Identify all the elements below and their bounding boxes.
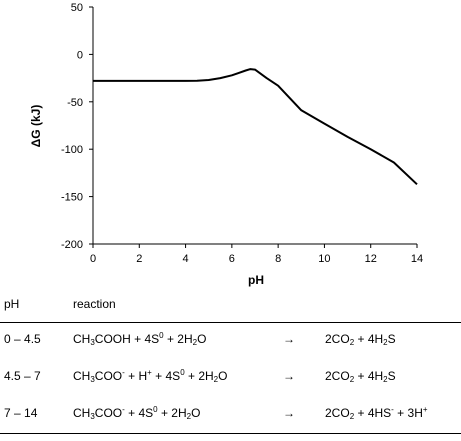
reaction-arrow: →	[283, 369, 295, 383]
table-bottom-rule	[0, 433, 461, 434]
y-tick-label: -150	[61, 192, 83, 204]
reaction-column-header: reaction	[73, 297, 116, 311]
x-tick-label: 0	[90, 253, 96, 265]
table-header-row: pH reaction	[0, 297, 461, 315]
products-cell: 2CO2 + 4HS- + 3H+	[325, 405, 428, 421]
y-axis-ticks: 50 0 -50 -100 -150 -200	[61, 2, 93, 251]
ph-range-cell: 4.5 – 7	[4, 369, 41, 383]
x-tick-label: 2	[136, 253, 142, 265]
ph-range-cell: 0 – 4.5	[4, 332, 41, 346]
series-line	[93, 68, 418, 186]
ph-range-cell: 7 – 14	[4, 406, 38, 420]
x-tick-label: 4	[183, 253, 189, 265]
chart-axes	[92, 7, 417, 245]
y-tick-label: -50	[67, 97, 83, 109]
x-tick-label: 14	[411, 253, 423, 265]
reactants-cell: CH3COOH + 4S0 + 2H2O	[73, 331, 207, 347]
reactants-cell: CH3COO- + 4S0 + 2H2O	[73, 405, 201, 421]
reactants-cell: CH3COO- + H+ + 4S0 + 2H2O	[73, 368, 228, 384]
x-tick-label: 6	[229, 253, 235, 265]
table-row: 7 – 14 CH3COO- + 4S0 + 2H2O → 2CO2 + 4HS- +…	[0, 406, 461, 424]
ph-column-header: pH	[4, 297, 20, 311]
header-divider	[0, 322, 461, 323]
x-tick-label: 8	[275, 253, 281, 265]
line-chart: 50 0 -50 -100 -150 -200 0 2 4 6 8 10 12 14 pH ΔG (kJ…	[29, 2, 423, 287]
chart-series	[93, 68, 418, 186]
table-row: 4.5 – 7 CH3COO- + H+ + 4S0 + 2H2O → 2CO2 + …	[0, 369, 461, 387]
x-tick-label: 10	[318, 253, 330, 265]
table-row: 0 – 4.5 CH3COOH + 4S0 + 2H2O → 2CO2 + 4H2S	[0, 332, 461, 350]
y-tick-label: 50	[71, 2, 83, 14]
y-tick-label: 0	[77, 49, 83, 61]
products-cell: 2CO2 + 4H2S	[325, 332, 396, 347]
y-axis-title: ΔG (kJ)	[29, 105, 43, 148]
x-tick-label: 12	[365, 253, 377, 265]
y-tick-label: -200	[61, 239, 83, 251]
reaction-arrow: →	[283, 406, 295, 420]
y-tick-label: -100	[61, 144, 83, 156]
x-axis-ticks: 0 2 4 6 8 10 12 14	[90, 244, 423, 265]
reaction-arrow: →	[283, 332, 295, 346]
products-cell: 2CO2 + 4H2S	[325, 369, 396, 384]
x-axis-title: pH	[248, 273, 264, 287]
